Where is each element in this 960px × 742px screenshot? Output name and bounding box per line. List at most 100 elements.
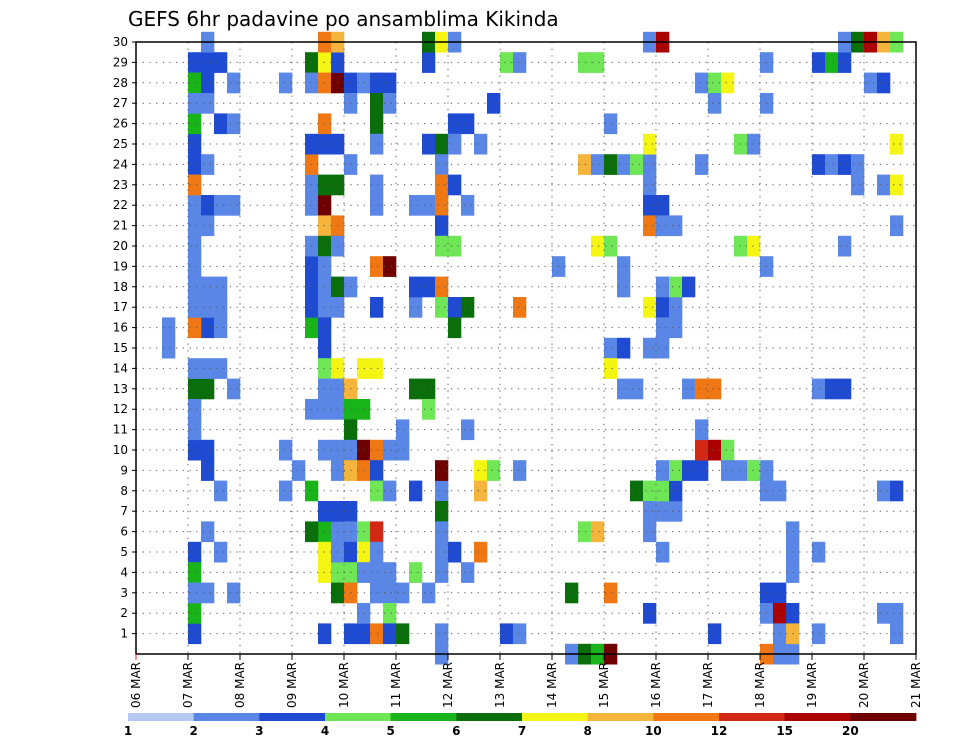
heatmap-cell xyxy=(435,521,449,543)
heatmap-cell xyxy=(370,582,384,604)
heatmap-cell xyxy=(669,480,683,502)
heatmap-cell xyxy=(708,378,722,400)
heatmap-cell xyxy=(357,72,371,94)
heatmap-cell xyxy=(617,337,631,359)
heatmap-cell xyxy=(188,378,202,400)
heatmap-cell xyxy=(669,317,683,339)
colorbar-label: 4 xyxy=(321,724,329,738)
y-tick-label: 27 xyxy=(113,96,128,110)
x-tick-label: 19 MAR xyxy=(805,662,819,708)
heatmap-cell xyxy=(188,52,202,73)
heatmap-cell xyxy=(747,235,761,257)
heatmap-cell xyxy=(682,276,696,298)
heatmap-cell xyxy=(357,603,371,624)
heatmap-cell xyxy=(422,399,436,420)
heatmap-cell xyxy=(643,501,657,522)
heatmap-cell xyxy=(812,378,826,400)
colorbar-swatch xyxy=(522,713,589,721)
heatmap-cell xyxy=(305,521,319,543)
heatmap-cell xyxy=(201,93,215,114)
y-tick-label: 8 xyxy=(120,484,128,498)
heatmap-cell xyxy=(188,317,202,339)
x-tick-label: 11 MAR xyxy=(389,662,403,708)
heatmap-cell xyxy=(188,439,202,461)
heatmap-cell xyxy=(201,582,215,604)
heatmap-cell xyxy=(279,72,293,94)
heatmap-cell xyxy=(708,72,722,94)
colorbar-label: 6 xyxy=(452,724,460,738)
y-tick-label: 18 xyxy=(113,280,128,294)
heatmap-cell xyxy=(188,297,202,318)
heatmap-cell xyxy=(890,174,904,196)
heatmap-cell xyxy=(851,174,865,196)
heatmap-cell xyxy=(201,195,215,216)
heatmap-cell xyxy=(279,439,293,461)
heatmap-cell xyxy=(214,195,228,216)
heatmap-cell xyxy=(669,297,683,318)
y-tick-label: 17 xyxy=(113,300,128,314)
heatmap-cell xyxy=(422,133,436,155)
heatmap-cell xyxy=(604,582,618,604)
heatmap-cell xyxy=(825,154,839,175)
heatmap-cell xyxy=(838,235,852,257)
heatmap-cell xyxy=(500,623,514,645)
heatmap-cell xyxy=(370,541,384,563)
heatmap-cell xyxy=(188,541,202,563)
heatmap-cell xyxy=(656,276,670,298)
heatmap-cell xyxy=(578,521,592,543)
heatmap-cell xyxy=(812,623,826,645)
heatmap-cell xyxy=(305,154,319,175)
heatmap-cell xyxy=(721,460,735,481)
heatmap-cell xyxy=(656,297,670,318)
heatmap-cell xyxy=(448,541,462,563)
y-tick-label: 2 xyxy=(120,606,128,620)
colorbar-swatch xyxy=(719,713,786,721)
heatmap-cell xyxy=(604,154,618,175)
colorbar-label: 3 xyxy=(255,724,263,738)
heatmap-cell xyxy=(461,562,475,583)
heatmap-cell xyxy=(396,623,410,645)
heatmap-cell xyxy=(890,603,904,624)
colorbar-swatch xyxy=(653,713,720,721)
x-tick-label: 14 MAR xyxy=(545,662,559,708)
heatmap-cell xyxy=(383,72,397,94)
heatmap-cell xyxy=(721,72,735,94)
colorbar-swatch xyxy=(390,713,457,721)
heatmap-cell xyxy=(578,154,592,175)
heatmap-cell xyxy=(708,93,722,114)
x-axis-ticks: 06 MAR 07 MAR 08 MAR 09 MAR 10 MAR 11 MAR 12 M… xyxy=(129,654,923,708)
heatmap-cell xyxy=(201,460,215,481)
heatmap-cell xyxy=(357,623,371,645)
heatmap-cell xyxy=(448,317,462,339)
y-tick-label: 10 xyxy=(113,443,128,457)
heatmap-cell xyxy=(227,582,241,604)
heatmap-cell xyxy=(357,399,371,420)
heatmap-cell xyxy=(188,174,202,196)
heatmap-cell xyxy=(617,276,631,298)
heatmap-cell xyxy=(604,337,618,359)
heatmap-cell xyxy=(188,419,202,441)
heatmap-cell xyxy=(435,235,449,257)
heatmap-cell xyxy=(669,215,683,237)
heatmap-cell xyxy=(643,154,657,175)
heatmap-cell xyxy=(435,541,449,563)
heatmap-cell xyxy=(201,154,215,175)
heatmap-cell xyxy=(643,603,657,624)
heatmap-cell xyxy=(357,439,371,461)
heatmap-cell xyxy=(734,235,748,257)
heatmap-cell xyxy=(461,113,475,135)
heatmap-cell xyxy=(370,195,384,216)
heatmap-cell xyxy=(383,256,397,277)
heatmap-cell xyxy=(487,460,501,481)
heatmap-cell xyxy=(825,378,839,400)
heatmap-cell xyxy=(864,72,878,94)
heatmap-cell xyxy=(695,154,709,175)
heatmap-cell xyxy=(305,195,319,216)
heatmap-cell xyxy=(227,113,241,135)
heatmap-cell xyxy=(370,256,384,277)
y-tick-label: 11 xyxy=(113,423,128,437)
heatmap-cell xyxy=(188,72,202,94)
heatmap-cell xyxy=(422,195,436,216)
heatmap-cell xyxy=(370,174,384,196)
heatmap-cell xyxy=(591,521,605,543)
